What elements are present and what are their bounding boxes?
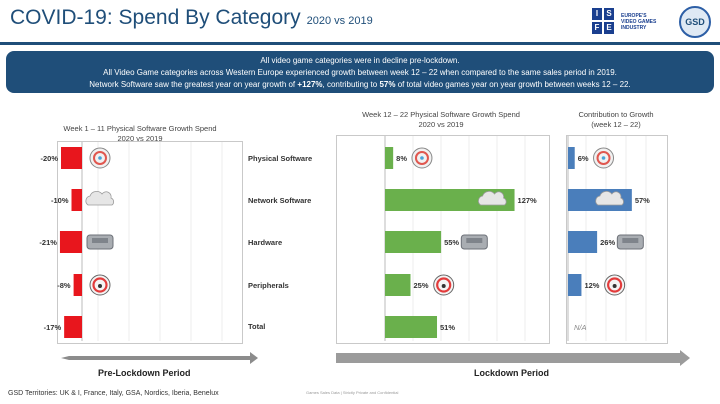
- lockdown-label: Lockdown Period: [474, 368, 550, 378]
- banner-highlight-growth: +127%: [297, 80, 323, 89]
- banner-line-3e: of total video games year on year growth…: [395, 80, 631, 89]
- disc-icon-ring: [596, 151, 611, 165]
- banner-line-3: Network Software saw the greatest year o…: [6, 79, 714, 91]
- banner-line-1: All video game categories were in declin…: [260, 56, 460, 65]
- isfe-text-3: INDUSTRY: [621, 25, 647, 31]
- lock-panel-header-1: Week 12 – 22 Physical Software Growth Sp…: [362, 110, 520, 119]
- data-label: 6%: [578, 154, 589, 163]
- data-label: -21%: [39, 238, 57, 247]
- bar: [568, 274, 582, 296]
- lock-panel-header-2: 2020 vs 2019: [418, 120, 464, 129]
- bar: [73, 274, 82, 296]
- isfe-letter-s: S: [604, 8, 614, 20]
- console-icon-screen: [622, 238, 639, 243]
- steering-wheel-hub: [98, 284, 102, 288]
- footer-confidential: Games Sales Data | Strictly Private and …: [306, 390, 399, 395]
- category-label: Network Software: [248, 196, 312, 205]
- lock-panel-header: Week 12 – 22 Physical Software Growth Sp…: [336, 110, 546, 130]
- bar: [385, 231, 442, 253]
- category-label: Peripherals: [248, 281, 289, 290]
- cloud-icon: [478, 191, 507, 206]
- console-icon-screen: [466, 238, 483, 243]
- data-label: -8%: [57, 281, 71, 290]
- steering-wheel-rim: [607, 277, 623, 293]
- cloud-icon: [85, 191, 115, 206]
- bar: [385, 147, 394, 169]
- isfe-letter-i: I: [592, 8, 602, 20]
- disc-icon-hub: [601, 156, 606, 160]
- lockdown-panel: [336, 135, 550, 344]
- data-label: -17%: [44, 323, 62, 332]
- gsd-logo-text: GSD: [685, 17, 705, 27]
- isfe-letter-f: F: [592, 22, 602, 34]
- pre-panel-header-2: 2020 vs 2019: [117, 134, 163, 143]
- data-label: 8%: [396, 154, 407, 163]
- disc-icon-ring: [414, 151, 429, 165]
- isfe-logo: I S F E EUROPE'S VIDEO GAMES INDUSTRY: [592, 8, 672, 38]
- bar: [385, 316, 438, 338]
- pre-lockdown-label: Pre-Lockdown Period: [98, 368, 191, 378]
- isfe-text-1: EUROPE'S: [621, 13, 647, 19]
- isfe-letter-e: E: [604, 22, 614, 34]
- console-icon-screen: [92, 238, 108, 243]
- bar: [568, 231, 598, 253]
- title-subtitle: 2020 vs 2019: [306, 15, 373, 27]
- bar: [71, 189, 82, 211]
- category-label: Total: [248, 322, 266, 331]
- summary-banner: All video game categories were in declin…: [6, 51, 714, 93]
- disc-icon-hub: [98, 156, 102, 160]
- bar: [64, 316, 82, 338]
- bar: [59, 231, 82, 253]
- contrib-panel-header-1: Contribution to Growth: [578, 110, 654, 119]
- category-label: Hardware: [248, 238, 283, 247]
- bar: [61, 147, 82, 169]
- data-label: -10%: [51, 196, 69, 205]
- disc-icon-ring: [93, 151, 107, 165]
- banner-line-2: All Video Game categories across Western…: [103, 68, 617, 77]
- header-rule: [0, 42, 720, 45]
- data-label: 25%: [414, 281, 429, 290]
- contrib-panel-header: Contribution to Growth (week 12 – 22): [566, 110, 666, 130]
- data-label: -20%: [40, 154, 58, 163]
- disc-icon-hub: [420, 156, 424, 160]
- data-label: 57%: [635, 196, 650, 205]
- data-label: 51%: [440, 323, 455, 332]
- footer-territories: GSD Territories: UK & I, France, Italy, …: [8, 390, 219, 397]
- isfe-text-2: VIDEO GAMES: [621, 19, 657, 25]
- bar: [385, 274, 411, 296]
- data-label: 55%: [444, 238, 459, 247]
- steering-wheel-rim: [436, 277, 452, 293]
- data-label: 12%: [584, 281, 599, 290]
- contrib-panel-header-2: (week 12 – 22): [591, 120, 641, 129]
- data-label: 127%: [518, 196, 538, 205]
- steering-wheel-hub: [441, 284, 446, 288]
- banner-line-3a: Network Software saw the greatest year o…: [89, 80, 298, 89]
- page-title: COVID-19: Spend By Category 2020 vs 2019: [10, 6, 373, 36]
- banner-line-3c: , contributing to: [322, 80, 380, 89]
- title-text: COVID-19: Spend By Category: [10, 6, 301, 29]
- pre-panel-header-1: Week 1 – 11 Physical Software Growth Spe…: [63, 124, 217, 133]
- category-label: Physical Software: [248, 154, 313, 163]
- steering-wheel-rim: [92, 277, 108, 293]
- gsd-logo: GSD: [679, 6, 711, 38]
- bar: [385, 189, 515, 211]
- data-label: 26%: [600, 238, 615, 247]
- pre-panel-header: Week 1 – 11 Physical Software Growth Spe…: [40, 124, 240, 144]
- data-label: N/A: [574, 323, 587, 332]
- steering-wheel-hub: [612, 284, 617, 288]
- bar: [568, 147, 575, 169]
- cloud-icon: [595, 191, 624, 206]
- banner-highlight-contribution: 57%: [379, 80, 396, 89]
